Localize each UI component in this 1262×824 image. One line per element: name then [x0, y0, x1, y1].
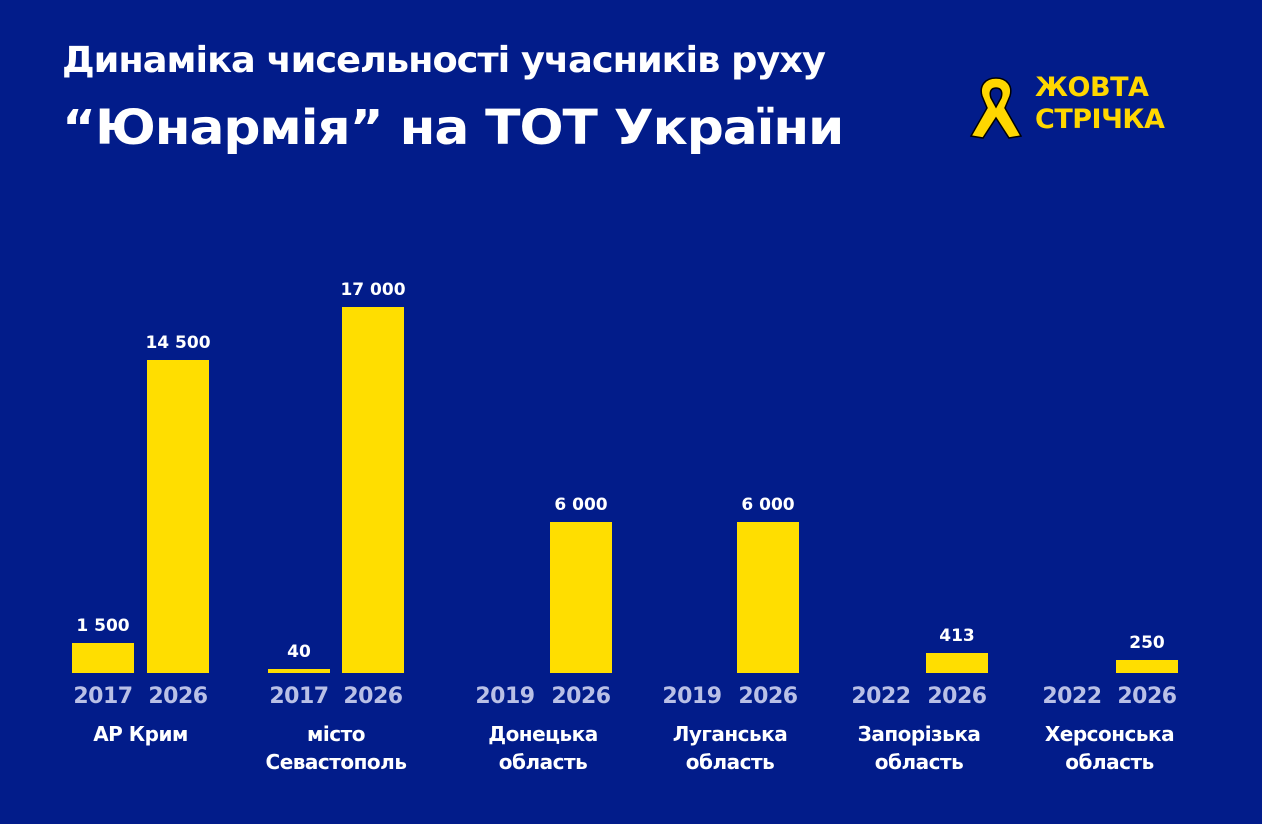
bar [926, 653, 988, 673]
year-label: 2026 [738, 684, 798, 709]
value-label: 413 [939, 626, 975, 646]
logo-line2: СТРІЧКА [1035, 104, 1165, 135]
year-label: 2022 [1042, 684, 1102, 709]
chart-title-line2: “Юнармія” на ТОТ України [62, 100, 844, 156]
region-label-line1: АР Крим [93, 722, 188, 746]
region-label-line2: Севастополь [265, 750, 407, 774]
value-label: 6 000 [741, 495, 795, 515]
zhovta-strichka-logo: ЖОВТА СТРІЧКА [965, 70, 1195, 140]
year-label: 2026 [148, 684, 208, 709]
region-label-line1: Херсонська [1044, 722, 1175, 746]
year-label: 2019 [475, 684, 535, 709]
bar [550, 522, 612, 673]
value-label: 17 000 [340, 280, 406, 300]
year-label: 2019 [662, 684, 722, 709]
ribbon-icon [969, 77, 1023, 139]
region-label: місто Севастополь [236, 720, 436, 776]
region-label-line1: місто [307, 722, 365, 746]
bar [737, 522, 799, 673]
region-label: Луганська область [630, 720, 830, 776]
value-label: 6 000 [554, 495, 608, 515]
year-label: 2022 [851, 684, 911, 709]
logo-text: ЖОВТА СТРІЧКА [1035, 72, 1165, 136]
year-label: 2026 [343, 684, 403, 709]
region-label-line2: область [874, 750, 964, 774]
value-label: 250 [1129, 633, 1165, 653]
value-label: 14 500 [145, 333, 211, 353]
chart-title-line1: Динаміка чисельності учасників руху [62, 40, 826, 81]
year-label: 2026 [1117, 684, 1177, 709]
region-label: АР Крим [41, 720, 241, 748]
region-label: Херсонська область [1010, 720, 1210, 776]
bar [1116, 660, 1178, 673]
region-label-line1: Луганська [672, 722, 788, 746]
region-label-line1: Донецька [488, 722, 598, 746]
region-label-line2: область [685, 750, 775, 774]
year-label: 2026 [551, 684, 611, 709]
value-label: 40 [287, 642, 311, 662]
bar [147, 360, 209, 673]
bar [268, 669, 330, 673]
region-label: Запорізька область [819, 720, 1019, 776]
logo-line1: ЖОВТА [1035, 72, 1149, 103]
region-label: Донецька область [443, 720, 643, 776]
bar [342, 307, 404, 673]
region-label-line2: область [1065, 750, 1154, 774]
region-label-line2: область [498, 750, 588, 774]
year-label: 2017 [269, 684, 329, 709]
value-label: 1 500 [76, 616, 130, 636]
year-label: 2026 [927, 684, 987, 709]
region-label-line1: Запорізька [857, 722, 981, 746]
bar [72, 643, 134, 673]
year-label: 2017 [73, 684, 133, 709]
